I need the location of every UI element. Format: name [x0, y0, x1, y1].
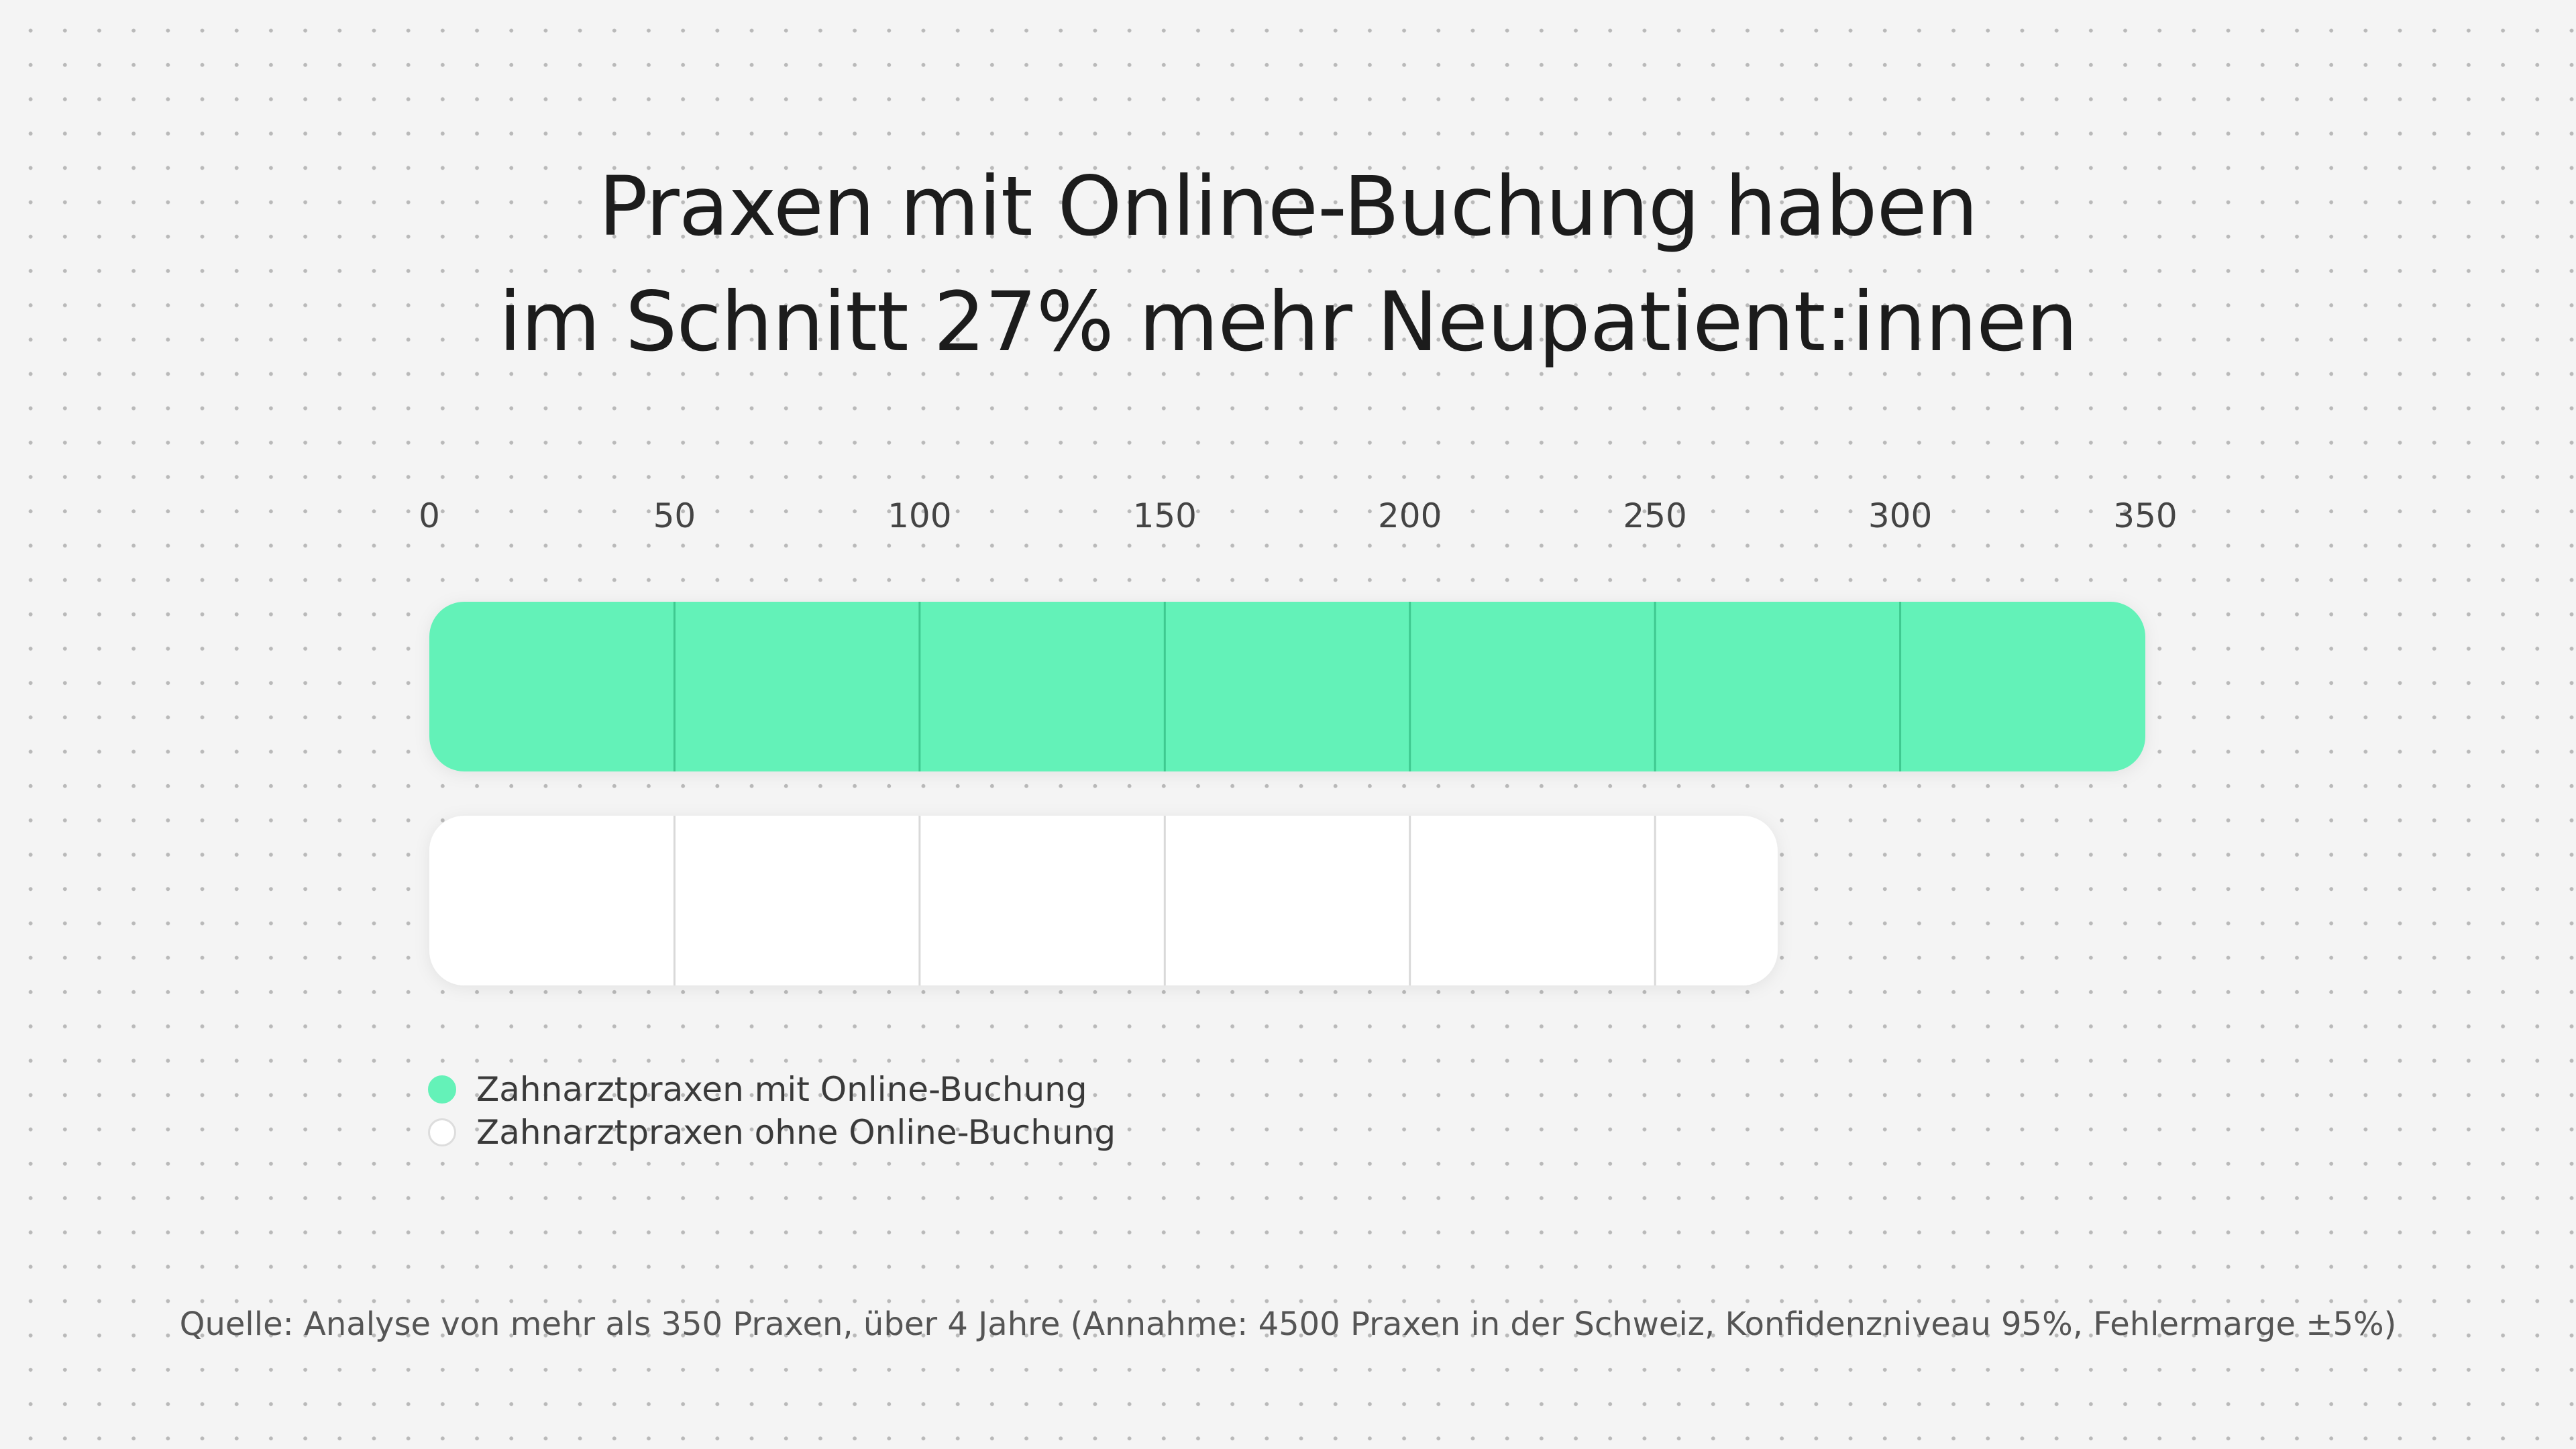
x-tick-label-100: 100: [888, 496, 951, 535]
chart-title: Praxen mit Online-Buchung haben im Schni…: [0, 149, 2576, 380]
legend-item-without-online-booking: Zahnarztpraxen ohne Online-Buchung: [428, 1111, 1116, 1154]
legend-label-with-online-booking: Zahnarztpraxen mit Online-Buchung: [476, 1070, 1087, 1109]
chart-title-line-1: Praxen mit Online-Buchung haben: [598, 159, 1978, 254]
x-tick-label-50: 50: [653, 496, 696, 535]
x-tick-label-350: 350: [2113, 496, 2177, 535]
bar-with-online-booking: [429, 602, 2145, 771]
source-note: Quelle: Analyse von mehr als 350 Praxen,…: [179, 1305, 2397, 1343]
bar-group-without-online-booking: [429, 816, 1778, 985]
x-tick-label-150: 150: [1133, 496, 1197, 535]
x-tick-label-200: 200: [1378, 496, 1442, 535]
bars: [429, 602, 2145, 985]
x-tick-label-250: 250: [1623, 496, 1686, 535]
chart-title-line-2: im Schnitt 27% mehr Neupatient:innen: [498, 274, 2078, 370]
legend-item-with-online-booking: Zahnarztpraxen mit Online-Buchung: [428, 1068, 1116, 1111]
x-axis: 0 50 100 150 200 250 300 350: [419, 496, 2178, 535]
bar-group-with-online-booking: [429, 602, 2145, 771]
legend-label-without-online-booking: Zahnarztpraxen ohne Online-Buchung: [476, 1113, 1116, 1152]
legend-swatch-without-online-booking: [428, 1118, 456, 1146]
legend-swatch-with-online-booking: [428, 1075, 456, 1104]
x-tick-label-300: 300: [1868, 496, 1932, 535]
legend: Zahnarztpraxen mit Online-Buchung Zahnar…: [428, 1068, 1116, 1154]
x-tick-label-0: 0: [419, 496, 440, 535]
bar-without-online-booking: [429, 816, 1778, 985]
